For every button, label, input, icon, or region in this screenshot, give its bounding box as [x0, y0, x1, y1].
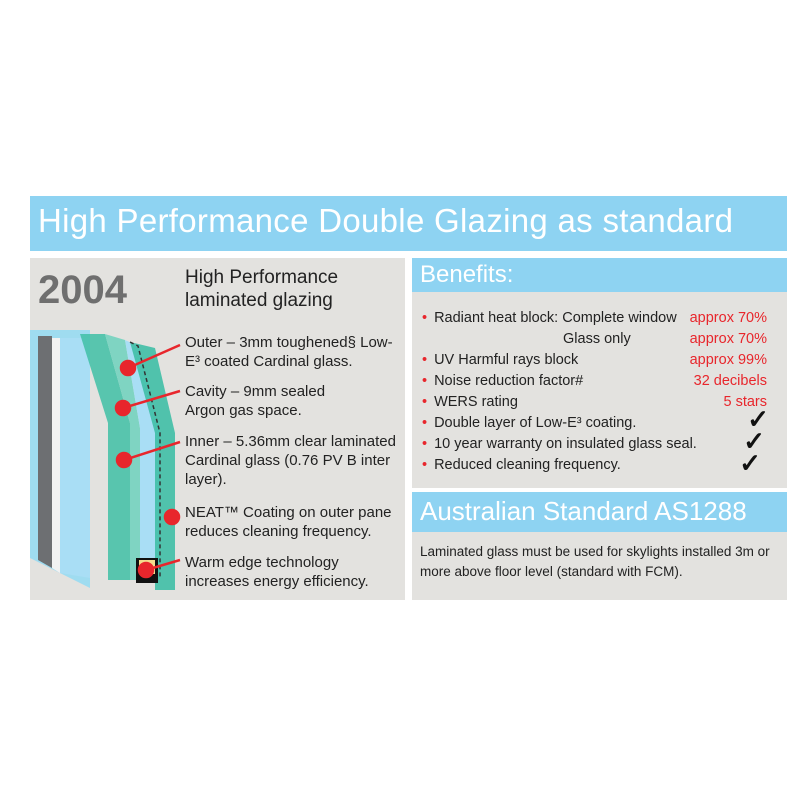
- glazing-subtitle: High Performance laminated glazing: [185, 266, 338, 312]
- standard-header: Australian Standard AS1288: [412, 492, 787, 532]
- subtitle-line-2: laminated glazing: [185, 290, 333, 311]
- benefit-label: Double layer of Low-E³ coating.: [434, 415, 637, 431]
- benefit-row: • 10 year warranty on insulated glass sea…: [422, 436, 767, 457]
- outer-pane: [130, 342, 175, 590]
- benefit-value: approx 70%: [689, 331, 767, 347]
- benefit-value: approx 99%: [689, 352, 767, 368]
- benefit-value: 32 decibels: [693, 373, 767, 389]
- benefits-list: • Radiant heat block: Complete window appr…: [412, 292, 787, 488]
- benefit-label: Noise reduction factor#: [434, 373, 584, 389]
- benefits-header: Benefits:: [412, 258, 787, 292]
- benefit-row: • UV Harmful rays block approx 99%: [422, 352, 767, 373]
- callout-warm-edge: Warm edge technology increases energy ef…: [185, 554, 369, 590]
- benefit-row: • WERS rating 5 stars: [422, 394, 767, 415]
- bullet: •: [422, 415, 428, 431]
- benefit-value: 5 stars: [723, 394, 767, 410]
- callout-neat-coating: NEAT™ Coating on outer pane reduces clea…: [185, 504, 392, 540]
- checkmark-icon: ✓: [739, 448, 761, 478]
- standard-body: Laminated glass must be used for skyligh…: [412, 532, 787, 600]
- checkmark-icon: ✓: [743, 426, 765, 456]
- bullet: •: [422, 436, 428, 452]
- subtitle-line-1: High Performance: [185, 267, 339, 288]
- bullet: •: [422, 373, 428, 389]
- inner-pane: [80, 334, 130, 580]
- standard-text: Laminated glass must be used for skyligh…: [420, 544, 770, 579]
- benefit-row: Glass only approx 70%: [422, 331, 767, 352]
- benefit-label: WERS rating: [434, 394, 518, 410]
- frame-seal: [38, 336, 52, 568]
- benefits-heading: Benefits:: [420, 261, 514, 288]
- benefit-row: • Double layer of Low-E³ coating.: [422, 415, 767, 436]
- callout-inner-pane: Inner – 5.36mm clear laminated Cardinal …: [185, 433, 396, 488]
- callout-outer-pane: Outer – 3mm toughened§ Low-E³ coated Car…: [185, 334, 393, 370]
- callout-cavity: Cavity – 9mm sealed Argon gas space.: [185, 383, 326, 419]
- page-title: High Performance Double Glazing as stand…: [38, 202, 734, 239]
- bullet: •: [422, 457, 428, 473]
- checkmark-icon: ✓: [747, 404, 769, 434]
- callout-pointers: [114, 343, 181, 579]
- bullet: •: [422, 310, 428, 326]
- benefit-row: • Noise reduction factor# 32 decibels: [422, 373, 767, 394]
- benefit-row: • Reduced cleaning frequency.: [422, 457, 767, 478]
- bullet: •: [422, 394, 428, 410]
- standard-heading: Australian Standard AS1288: [420, 496, 747, 526]
- benefit-label: Glass only: [563, 331, 631, 347]
- benefit-label: 10 year warranty on insulated glass seal…: [434, 436, 697, 452]
- glazing-panel: 2004 High Performance laminated glazing O…: [30, 258, 405, 600]
- title-banner: High Performance Double Glazing as stand…: [30, 196, 787, 251]
- benefit-label: Radiant heat block: Complete window: [434, 310, 677, 326]
- year-label: 2004: [38, 268, 127, 312]
- benefit-label: UV Harmful rays block: [434, 352, 579, 368]
- benefit-row: • Radiant heat block: Complete window appr…: [422, 310, 767, 331]
- benefit-label: Reduced cleaning frequency.: [434, 457, 621, 473]
- bullet: •: [422, 352, 428, 368]
- benefit-value: approx 70%: [689, 310, 767, 326]
- glass-cross-section-diagram: [30, 330, 181, 590]
